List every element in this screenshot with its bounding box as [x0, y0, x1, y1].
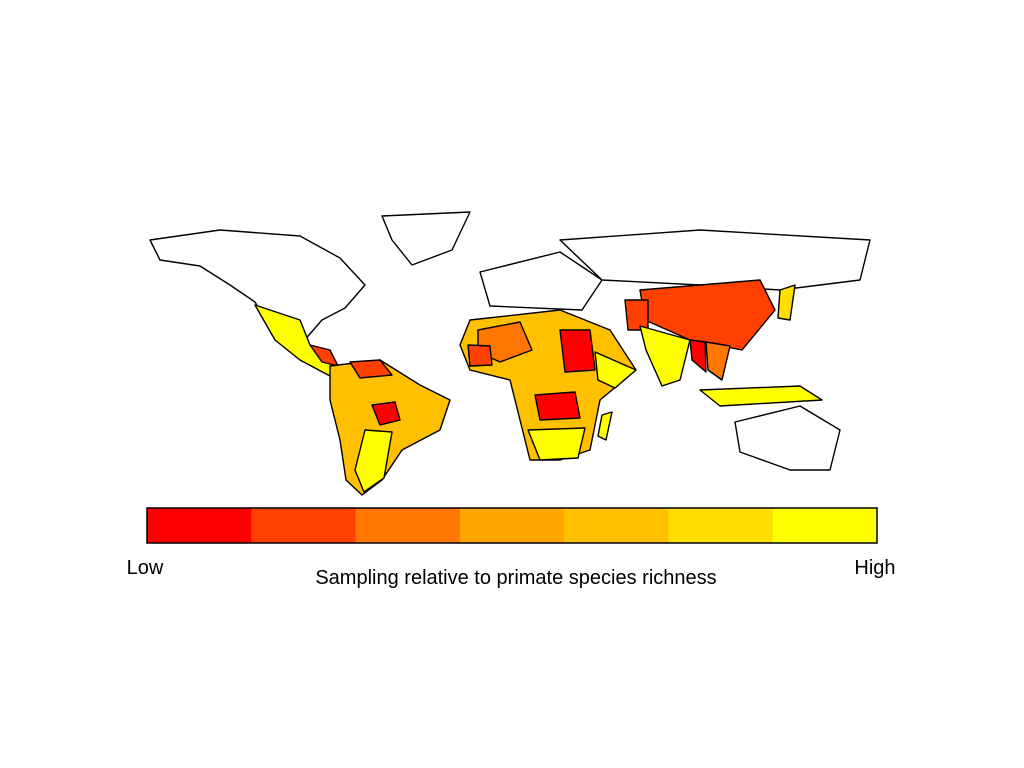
russia	[559, 229, 871, 291]
legend-bin	[251, 508, 357, 543]
myanmar	[689, 339, 707, 373]
legend-bin	[147, 508, 252, 543]
bolivia	[371, 401, 401, 426]
legend-bin	[668, 508, 774, 543]
north-america	[149, 229, 366, 344]
legend-high-label: High	[854, 557, 895, 579]
south-america	[329, 359, 451, 496]
legend-frame	[146, 507, 878, 544]
legend-bin	[772, 508, 878, 543]
australia	[734, 405, 841, 471]
madagascar	[597, 411, 613, 441]
world-map	[149, 211, 871, 496]
argentina	[354, 429, 393, 493]
southern-africa	[527, 427, 586, 461]
legend	[146, 507, 878, 544]
horn-of-africa	[594, 351, 637, 389]
sudan	[559, 329, 596, 373]
pakistan	[624, 299, 649, 331]
indochina	[705, 341, 731, 381]
indonesia	[699, 385, 823, 407]
legend-bin	[459, 508, 565, 543]
west-africa	[467, 344, 493, 367]
venezuela	[349, 359, 393, 379]
india	[639, 325, 691, 387]
legend-bin	[355, 508, 461, 543]
greenland	[381, 211, 471, 266]
legend-bin	[564, 508, 669, 543]
legend-title: Sampling relative to primate species ric…	[315, 567, 716, 589]
europe	[479, 251, 603, 311]
congo	[534, 391, 581, 421]
japan	[777, 284, 796, 321]
legend-low-label: Low	[127, 557, 164, 579]
